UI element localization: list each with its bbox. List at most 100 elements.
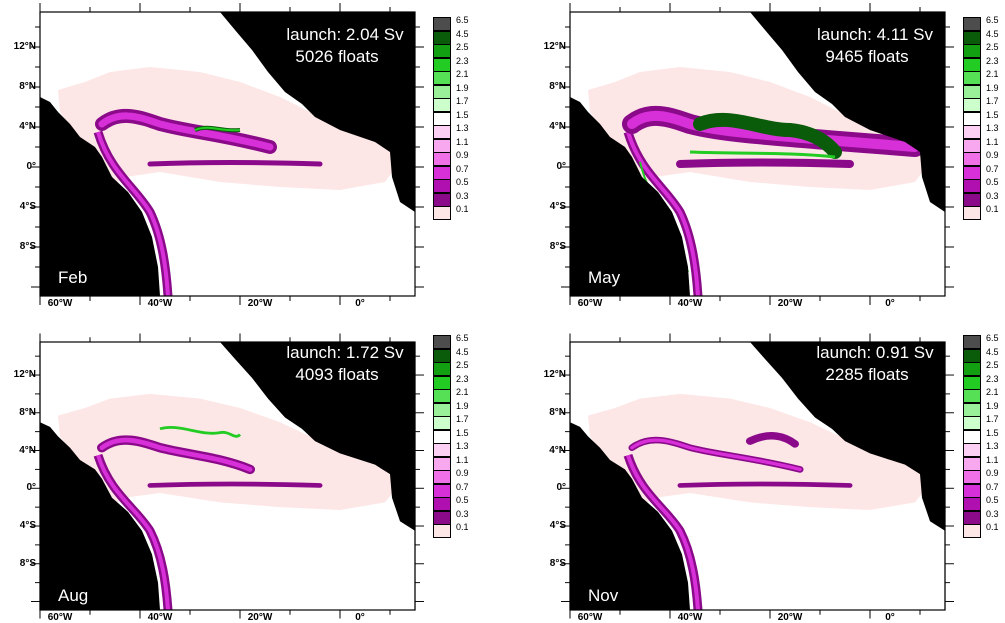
colorbar-swatch (433, 362, 451, 376)
colorbar-label: 0.7 (986, 163, 999, 174)
longitude-label: 60°W (577, 612, 603, 623)
colorbar-label: 2.3 (456, 373, 469, 384)
map-plot-aug (31, 333, 424, 619)
colorbar-label: 0.9 (456, 150, 469, 160)
colorbar-label: 0.5 (456, 177, 469, 187)
colorbar-label: 2.3 (456, 55, 469, 66)
month-label: Aug (58, 586, 89, 605)
colorbar-swatch (433, 84, 451, 99)
colorbar-label: 2.5 (986, 360, 999, 370)
month-label: May (588, 268, 621, 287)
colorbar-swatch (963, 165, 981, 180)
longitude-label: 40°W (677, 298, 703, 309)
latitude-label: 12°N (543, 41, 566, 52)
colorbar-swatch (963, 429, 981, 444)
colorbar-label: 1.1 (986, 136, 999, 147)
colorbar-swatch (963, 111, 981, 126)
colorbar-label: 0.7 (456, 481, 469, 492)
latitude-label: 12°N (13, 41, 36, 52)
colorbar-legend: 6.5 4.5 2.5 2.3 2.1 1.9 1.7 1.5 1.3 1.1 0.9 0.7 0.5 0… (963, 334, 1005, 621)
map-plot-nov (561, 333, 954, 619)
boundary-current-core (626, 454, 700, 611)
colorbar-label: 2.1 (986, 69, 999, 79)
longitude-label: 60°W (47, 612, 73, 623)
latitude-label: 8°S (549, 241, 566, 252)
equatorial-streak (147, 481, 323, 488)
colorbar-legend: 6.5 4.5 2.5 2.3 2.1 1.9 1.7 1.5 1.3 1.1 0.9 0.7 0.5 0… (433, 15, 483, 307)
colorbar-label: 2.1 (456, 69, 469, 79)
latitude-label: 4°N (19, 444, 36, 456)
colorbar-swatch (963, 402, 981, 417)
map-plot-may (561, 3, 954, 305)
colorbar-swatch (963, 443, 981, 457)
latitude-label: 0° (26, 482, 36, 494)
colorbar-swatch (963, 335, 981, 349)
equatorial-streak (677, 481, 853, 488)
colorbar-swatch (433, 497, 451, 511)
colorbar-swatch (433, 456, 451, 471)
colorbar-label: 1.7 (456, 96, 469, 106)
colorbar-label: 0.5 (986, 177, 999, 187)
map-frame (569, 341, 946, 611)
longitude-label: 0° (355, 612, 365, 623)
latitude-label: 12°N (13, 369, 36, 381)
colorbar-label: 1.7 (456, 414, 469, 424)
latitude-label: 4°N (549, 121, 566, 132)
longitude-label: 60°W (577, 298, 603, 309)
longitude-label: 20°W (777, 612, 803, 623)
colorbar-swatch (963, 348, 981, 363)
colorbar-swatch (433, 524, 451, 538)
colorbar-swatch (963, 416, 981, 430)
floats-text: 4093 floats (295, 365, 379, 384)
colorbar-swatch (433, 44, 451, 58)
colorbar-swatch (433, 348, 451, 363)
colorbar-swatch (433, 98, 451, 112)
colorbar-label: 1.5 (456, 427, 469, 438)
colorbar-swatch (433, 206, 451, 220)
peak-core-highlight (194, 126, 241, 132)
latitude-label: 0° (556, 482, 566, 494)
colorbar-swatch (963, 179, 981, 193)
launch-text: launch: 2.04 Sv (286, 25, 404, 44)
countercurrent-core (98, 112, 274, 151)
colorbar-label: 4.5 (986, 28, 999, 39)
low-density-region (588, 393, 930, 510)
map-frame (39, 341, 416, 611)
africa-land (750, 12, 945, 212)
colorbar-label: 1.7 (986, 414, 999, 424)
colorbar-swatch (433, 389, 451, 403)
colorbar-label: 0.7 (986, 481, 999, 492)
month-label: Feb (58, 268, 88, 287)
colorbar-label: 0.9 (986, 468, 999, 478)
colorbar-swatch (963, 206, 981, 220)
colorbar-label: 6.5 (456, 15, 469, 25)
colorbar-swatch (963, 44, 981, 58)
colorbar-swatch (433, 57, 451, 72)
colorbar-swatch (963, 375, 981, 390)
latitude-label: 8°S (19, 557, 36, 569)
latitude-label: 0° (26, 161, 36, 172)
longitude-label: 40°W (147, 298, 173, 309)
colorbar-swatch (963, 57, 981, 72)
peak-core (159, 426, 242, 438)
latitude-label: 4°S (19, 201, 36, 212)
colorbar-label: 1.1 (456, 136, 469, 147)
colorbar-swatch (963, 152, 981, 166)
longitude-label: 60°W (47, 298, 73, 309)
latitude-label: 12°N (543, 369, 566, 381)
colorbar-label: 1.7 (986, 96, 999, 106)
colorbar-swatch (963, 192, 981, 207)
colorbar-swatch (433, 165, 451, 180)
peak-core-highlight (689, 150, 836, 159)
colorbar-label: 1.3 (986, 441, 999, 451)
colorbar-legend: 6.5 4.5 2.5 2.3 2.1 1.9 1.7 1.5 1.3 1.1 0.9 0.7 0.5 0… (433, 334, 483, 621)
colorbar-swatch (433, 402, 451, 417)
colorbar-label: 2.5 (986, 42, 999, 52)
longitude-label: 20°W (777, 298, 803, 309)
colorbar-label: 0.5 (986, 495, 999, 505)
colorbar-swatch (433, 443, 451, 457)
longitude-label: 20°W (247, 612, 273, 623)
colorbar-label: 0.9 (986, 150, 999, 160)
map-area (31, 3, 424, 305)
colorbar-label: 4.5 (986, 346, 999, 357)
